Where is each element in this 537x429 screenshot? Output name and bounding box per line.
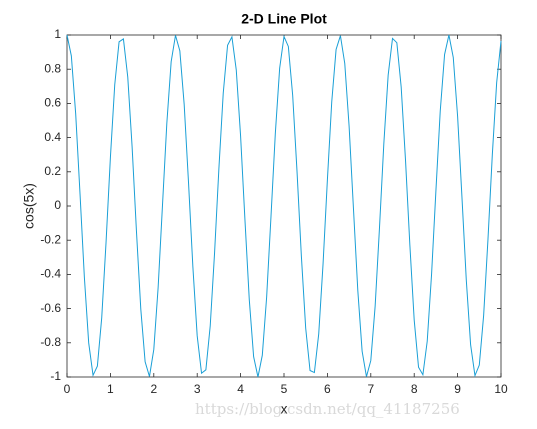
- x-tick-label: 7: [367, 382, 374, 396]
- y-tick-label: -0.8: [40, 335, 61, 349]
- plot-area: [66, 34, 502, 378]
- x-tick-label: 5: [281, 382, 288, 396]
- y-tick-label: -0.6: [40, 301, 61, 315]
- x-axis-label: x: [281, 401, 288, 417]
- x-tick-label: 0: [64, 382, 71, 396]
- x-tick-label: 2: [150, 382, 157, 396]
- x-tick-label: 4: [237, 382, 244, 396]
- x-tick-label: 6: [324, 382, 331, 396]
- y-tick-label: 0: [54, 198, 61, 212]
- x-tick-label: 3: [194, 382, 201, 396]
- y-tick-label: -0.2: [40, 232, 61, 246]
- chart-title: 2-D Line Plot: [241, 11, 327, 27]
- x-tick-label: 9: [454, 382, 461, 396]
- y-axis-label: cos(5x): [21, 183, 37, 229]
- y-tick-label: 1: [54, 27, 61, 41]
- x-tick-label: 8: [411, 382, 418, 396]
- x-tick-label: 1: [107, 382, 114, 396]
- y-tick-label: 0.6: [44, 96, 61, 110]
- x-tick-label: 10: [494, 382, 508, 396]
- y-tick-label: -1: [50, 369, 61, 383]
- y-tick-label: 0.4: [44, 130, 61, 144]
- y-tick-label: -0.4: [40, 267, 61, 281]
- y-tick-label: 0.2: [44, 164, 61, 178]
- line: [66, 34, 502, 378]
- y-tick-label: 0.8: [44, 61, 61, 75]
- watermark: https://blog.csdn.net/qq_41187256: [195, 400, 460, 418]
